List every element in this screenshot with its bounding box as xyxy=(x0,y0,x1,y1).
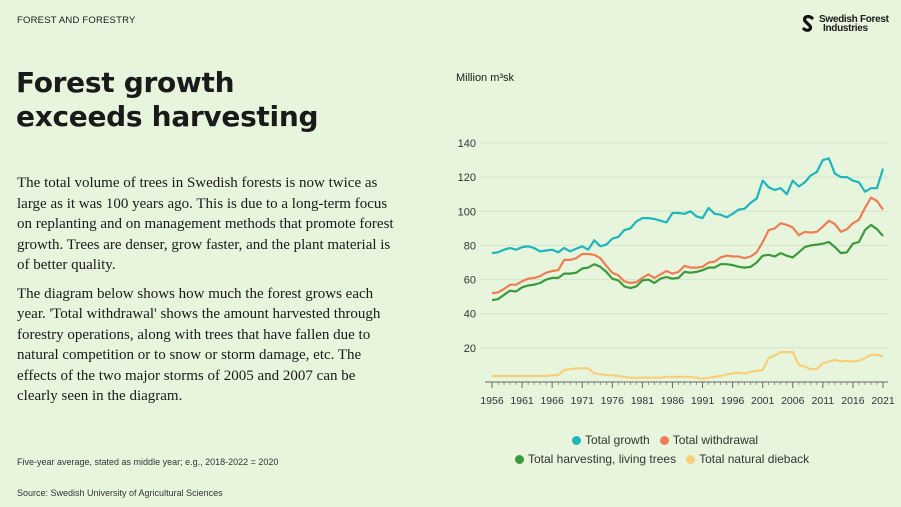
footnote: Five-year average, stated as middle year… xyxy=(17,457,279,467)
legend-row-2: Total harvesting, living trees Total nat… xyxy=(515,452,809,466)
legend-item-dieback: Total natural dieback xyxy=(686,452,809,466)
legend-dot-dieback xyxy=(686,454,696,464)
x-tick-label: 1986 xyxy=(661,395,685,407)
page-title: Forest growth exceeds harvesting xyxy=(16,66,319,134)
x-tick-label: 1996 xyxy=(721,395,745,407)
series-line-total-growth xyxy=(491,157,885,255)
x-tick-label: 1976 xyxy=(601,395,625,407)
title-line-2: exceeds harvesting xyxy=(16,100,319,133)
section-label: FOREST AND FORESTRY xyxy=(17,15,136,26)
logo-icon xyxy=(802,15,814,32)
legend-label: Total growth xyxy=(585,433,650,447)
legend-label: Total harvesting, living trees xyxy=(528,452,677,466)
y-axis-label: Million m³sk xyxy=(456,72,515,84)
legend-dot-growth xyxy=(572,435,581,445)
intro-paragraph: The total volume of trees in Swedish for… xyxy=(17,175,394,273)
logo: Swedish Forest Industries xyxy=(800,14,889,34)
x-tick-label: 1991 xyxy=(691,395,715,407)
legend-label: Total natural dieback xyxy=(699,452,810,466)
legend-item-harvesting: Total harvesting, living trees xyxy=(515,452,676,466)
diagram-paragraph: The diagram below shows how much the for… xyxy=(17,285,381,405)
series-line-total-withdrawal xyxy=(491,196,884,295)
body-text: The total volume of trees in Swedish for… xyxy=(17,173,397,407)
x-tick-label: 1956 xyxy=(480,395,504,407)
x-tick-label: 1961 xyxy=(510,395,534,407)
series-line-total-natural-dieback xyxy=(492,351,884,380)
y-tick-label: 100 xyxy=(458,206,476,218)
legend-row-1: Total growth Total withdrawal xyxy=(572,433,758,447)
legend-item-growth: Total growth xyxy=(572,433,650,447)
logo-text-line2: Industries xyxy=(823,23,868,34)
y-tick-label: 40 xyxy=(464,309,476,321)
logo-text-line1: Swedish Forest xyxy=(819,14,889,25)
title-line-1: Forest growth xyxy=(16,66,235,99)
x-tick-label: 2011 xyxy=(812,395,835,407)
legend-item-withdrawal: Total withdrawal xyxy=(659,433,759,447)
y-tick-label: 120 xyxy=(458,172,476,184)
x-tick-label: 2021 xyxy=(871,395,895,407)
x-tick-label: 1971 xyxy=(571,395,595,407)
x-tick-label: 2001 xyxy=(751,395,775,407)
x-tick-label: 2006 xyxy=(781,395,805,407)
series-line-total-harvesting-living-trees xyxy=(491,223,884,302)
source: Source: Swedish University of Agricultur… xyxy=(17,488,223,498)
x-tick-label: 1981 xyxy=(631,395,655,407)
y-tick-label: 60 xyxy=(464,275,476,287)
y-tick-label: 80 xyxy=(464,240,476,252)
y-tick-label: 140 xyxy=(458,138,476,150)
y-tick-label: 20 xyxy=(464,343,476,355)
x-tick-label: 2016 xyxy=(841,395,865,407)
legend-label: Total withdrawal xyxy=(672,433,759,447)
legend-dot-harvesting xyxy=(515,454,524,464)
legend-dot-withdrawal xyxy=(659,435,669,445)
x-tick-label: 1966 xyxy=(540,395,564,407)
